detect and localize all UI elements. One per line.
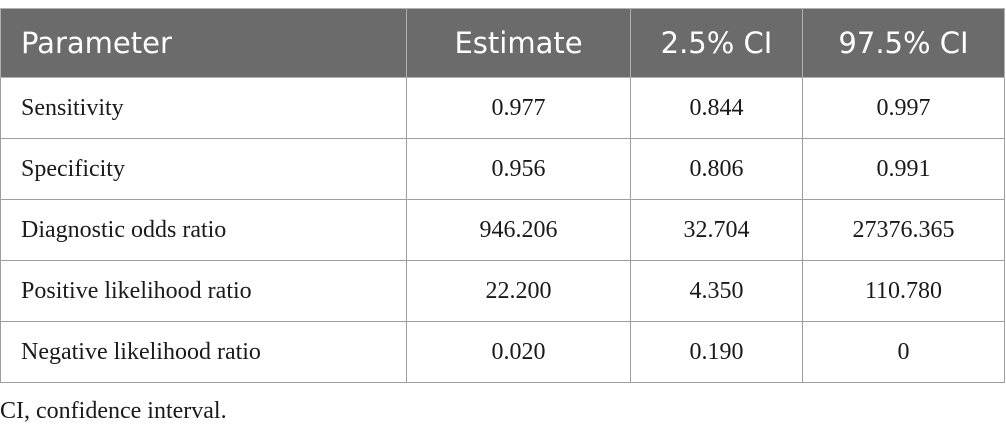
table-row: Negative likelihood ratio 0.020 0.190 0 xyxy=(0,321,1005,383)
cell-parameter: Specificity xyxy=(0,138,407,200)
cell-ci-upper: 27376.365 xyxy=(802,199,1005,261)
header-row: Parameter Estimate 2.5% CI 97.5% CI xyxy=(0,8,1005,78)
cell-ci-lower: 4.350 xyxy=(630,260,803,322)
table-row: Positive likelihood ratio 22.200 4.350 1… xyxy=(0,260,1005,322)
cell-ci-lower: 0.190 xyxy=(630,321,803,383)
column-header-estimate: Estimate xyxy=(406,8,631,78)
cell-ci-upper: 0 xyxy=(802,321,1005,383)
cell-estimate: 22.200 xyxy=(406,260,631,322)
cell-estimate: 0.977 xyxy=(406,77,631,139)
cell-ci-lower: 0.844 xyxy=(630,77,803,139)
table-row: Specificity 0.956 0.806 0.991 xyxy=(0,138,1005,200)
cell-ci-lower: 32.704 xyxy=(630,199,803,261)
column-header-ci-upper: 97.5% CI xyxy=(802,8,1005,78)
cell-ci-lower: 0.806 xyxy=(630,138,803,200)
cell-estimate: 0.020 xyxy=(406,321,631,383)
cell-estimate: 0.956 xyxy=(406,138,631,200)
cell-parameter: Diagnostic odds ratio xyxy=(0,199,407,261)
column-header-parameter: Parameter xyxy=(0,8,407,78)
results-table-container: Parameter Estimate 2.5% CI 97.5% CI Sens… xyxy=(0,8,1005,383)
table-row: Sensitivity 0.977 0.844 0.997 xyxy=(0,77,1005,139)
table-footnote: CI, confidence interval. xyxy=(0,398,227,424)
table-row: Diagnostic odds ratio 946.206 32.704 273… xyxy=(0,199,1005,261)
cell-ci-upper: 110.780 xyxy=(802,260,1005,322)
column-header-ci-lower: 2.5% CI xyxy=(630,8,803,78)
cell-ci-upper: 0.997 xyxy=(802,77,1005,139)
cell-parameter: Negative likelihood ratio xyxy=(0,321,407,383)
cell-parameter: Positive likelihood ratio xyxy=(0,260,407,322)
cell-estimate: 946.206 xyxy=(406,199,631,261)
cell-parameter: Sensitivity xyxy=(0,77,407,139)
cell-ci-upper: 0.991 xyxy=(802,138,1005,200)
results-table: Parameter Estimate 2.5% CI 97.5% CI Sens… xyxy=(0,8,1005,383)
